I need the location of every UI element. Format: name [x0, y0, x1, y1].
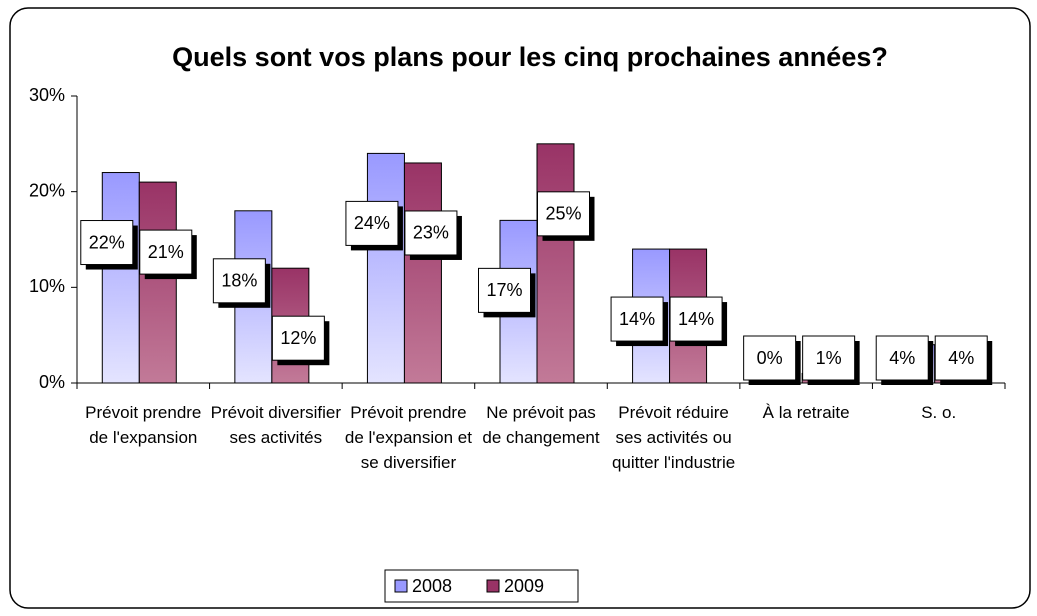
label-box: [669, 296, 723, 342]
chart-title: Quels sont vos plans pour les cinq proch…: [172, 42, 888, 72]
data-label: 0%: [757, 348, 783, 368]
label-box: [404, 210, 458, 256]
data-label: 14%: [678, 309, 714, 329]
bar: [138, 181, 177, 384]
x-tick-label: S. o.: [921, 403, 957, 422]
label-box: [802, 335, 856, 381]
data-label: 18%: [221, 271, 257, 291]
bar: [101, 172, 140, 384]
label-box: [537, 191, 590, 237]
legend-swatch: [486, 579, 500, 593]
label-box: [610, 296, 664, 342]
legend-swatch: [394, 579, 408, 593]
legend-box: [384, 569, 579, 603]
data-label: 24%: [354, 213, 390, 233]
y-tick-label: 0%: [39, 372, 65, 392]
label-box: [875, 335, 929, 381]
label-box: [80, 220, 134, 266]
y-tick-label: 10%: [29, 276, 65, 296]
label-box: [743, 335, 797, 381]
label-box: [345, 200, 399, 246]
bar: [403, 162, 442, 384]
x-tick-label: Prévoit prendre de l'expansion: [85, 403, 202, 447]
x-tick-label: Prévoit réduire ses activités ou quitter…: [611, 403, 736, 472]
x-tick-label: Prévoit prendre de l'expansion et se div…: [344, 403, 472, 472]
label-box: [478, 267, 531, 313]
data-label: 12%: [280, 328, 316, 348]
x-tick-label: Prévoit diversifier ses activités: [210, 403, 342, 447]
data-label: 22%: [89, 232, 125, 252]
y-tick-label: 30%: [29, 85, 65, 105]
label-box: [271, 315, 325, 361]
y-tick-label: 20%: [29, 180, 65, 200]
x-tick-label: Ne prévoit pas de changement: [482, 403, 600, 447]
data-label: 14%: [619, 309, 655, 329]
data-label: 25%: [545, 204, 581, 224]
bar: [536, 143, 575, 384]
label-box: [934, 335, 988, 381]
data-label: 21%: [148, 242, 184, 262]
data-label: 1%: [816, 348, 842, 368]
legend-label: 2008: [412, 576, 452, 596]
label-box: [212, 258, 266, 304]
bar: [366, 152, 405, 384]
legend-label: 2009: [504, 576, 544, 596]
data-label: 4%: [948, 348, 974, 368]
label-box: [139, 229, 193, 275]
x-tick-label: À la retraite: [762, 403, 850, 422]
data-label: 23%: [413, 223, 449, 243]
data-label: 4%: [889, 348, 915, 368]
data-label: 17%: [486, 280, 522, 300]
